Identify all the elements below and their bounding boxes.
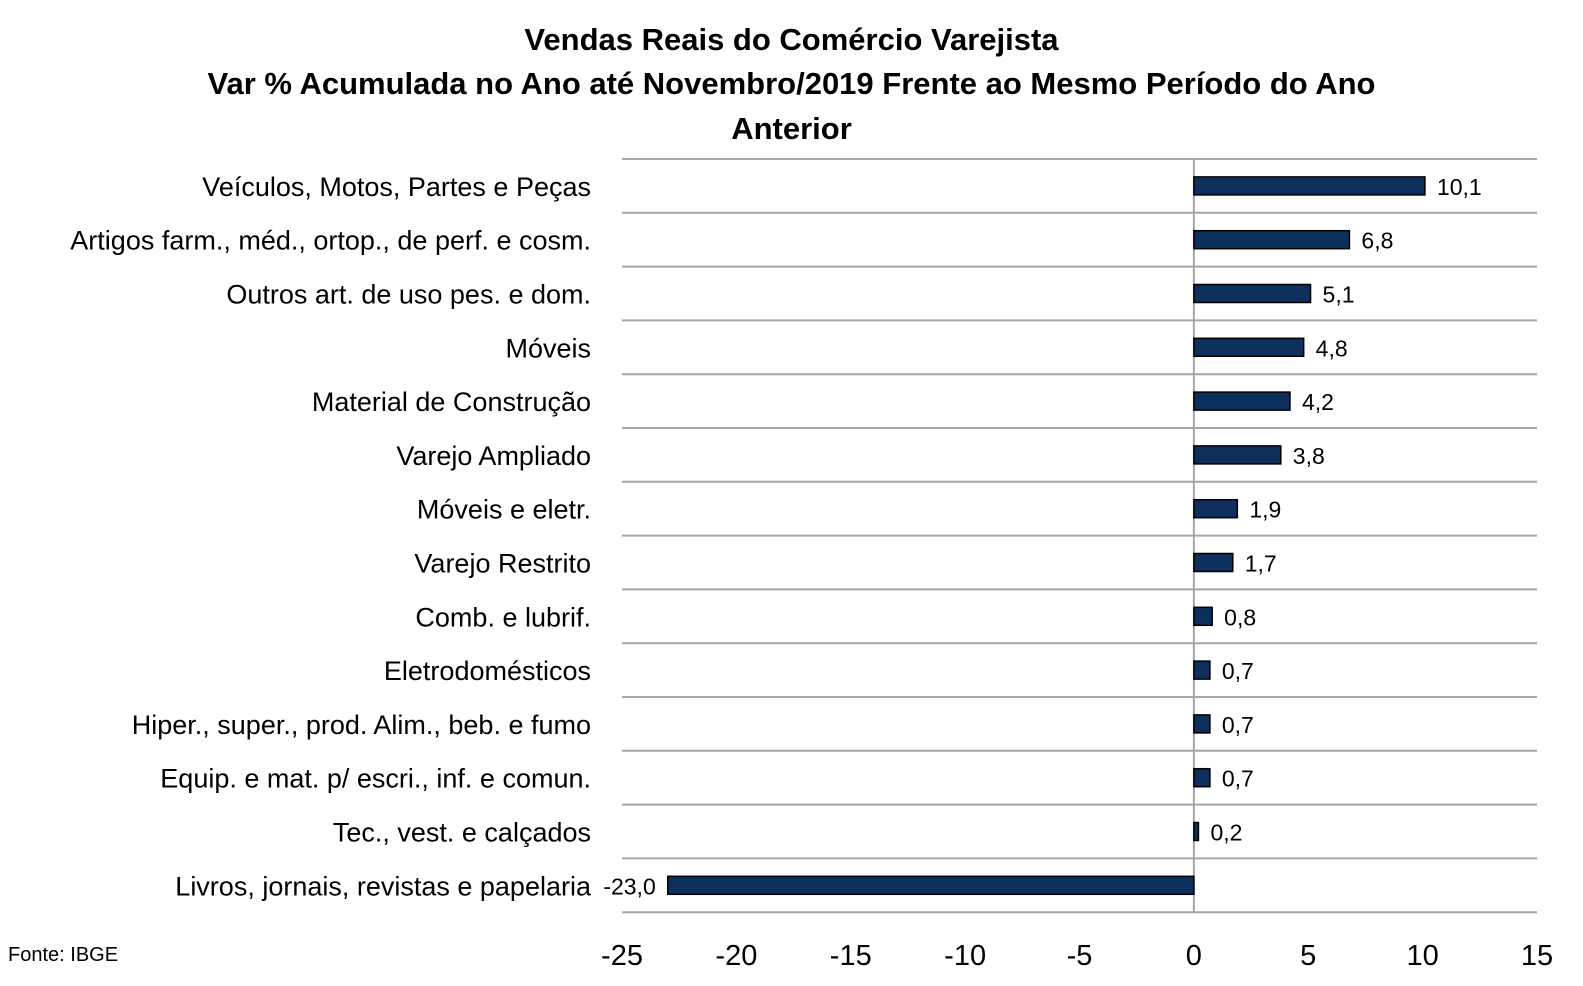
category-label: Livros, jornais, revistas e papelaria <box>175 871 592 901</box>
category-label: Móveis <box>505 333 591 363</box>
data-label: 3,8 <box>1293 443 1325 469</box>
bar <box>1193 391 1291 411</box>
chart-title-line-1: Vendas Reais do Comércio Varejista <box>524 22 1059 57</box>
bar <box>1193 176 1426 196</box>
category-label: Tec., vest. e calçados <box>333 818 591 848</box>
category-label: Outros art. de uso pes. e dom. <box>226 280 591 310</box>
x-tick-label: -20 <box>715 940 757 972</box>
chart-title-line-3: Anterior <box>731 111 852 146</box>
chart-title-line-2: Var % Acumulada no Ano até Novembro/2019… <box>207 66 1376 101</box>
bar <box>667 875 1195 896</box>
data-label: 1,7 <box>1245 551 1277 577</box>
category-label: Material de Construção <box>312 387 591 417</box>
x-tick-label: 10 <box>1406 940 1438 972</box>
bar <box>1193 229 1351 250</box>
category-label: Artigos farm., méd., ortop., de perf. e … <box>70 226 591 256</box>
x-tick-label: 5 <box>1300 940 1316 972</box>
source-note: Fonte: IBGE <box>8 944 119 966</box>
bar <box>1193 283 1312 304</box>
data-label: 6,8 <box>1361 228 1393 254</box>
x-tick-label: -15 <box>830 940 872 972</box>
data-label: -23,0 <box>603 873 655 899</box>
x-tick-label: -5 <box>1067 940 1093 972</box>
category-label: Hiper., super., prod. Alim., beb. e fumo <box>132 710 591 740</box>
data-label: 4,8 <box>1316 335 1348 361</box>
data-label: 0,7 <box>1222 712 1254 738</box>
bar <box>1193 337 1305 358</box>
data-label: 1,9 <box>1249 497 1281 523</box>
data-label: 0,7 <box>1222 658 1254 684</box>
bar <box>1193 498 1239 519</box>
x-tick-label: -25 <box>601 940 643 972</box>
category-label: Eletrodomésticos <box>384 656 591 686</box>
x-tick-label: 15 <box>1521 940 1553 972</box>
data-label: 10,1 <box>1437 174 1482 200</box>
x-tick-label: 0 <box>1186 940 1202 972</box>
category-label: Comb. e lubrif. <box>415 602 591 632</box>
data-label: 5,1 <box>1323 282 1355 308</box>
category-label: Varejo Restrito <box>414 549 591 579</box>
bar <box>1193 767 1211 788</box>
category-label: Móveis e eletr. <box>417 495 591 525</box>
data-label: 0,7 <box>1222 766 1254 792</box>
x-tick-label: -10 <box>944 940 986 972</box>
data-label: 0,8 <box>1224 604 1256 630</box>
bar <box>1193 552 1234 573</box>
category-label: Veículos, Motos, Partes e Peças <box>202 172 591 202</box>
bar <box>1193 445 1282 465</box>
bar <box>1193 660 1211 680</box>
bar <box>1193 606 1213 627</box>
category-label: Equip. e mat. p/ escri., inf. e comun. <box>160 764 591 794</box>
category-label: Varejo Ampliado <box>396 441 591 471</box>
data-label: 0,2 <box>1210 820 1242 846</box>
bar <box>1193 821 1200 842</box>
data-label: 4,2 <box>1302 389 1334 415</box>
bar <box>1193 714 1211 734</box>
